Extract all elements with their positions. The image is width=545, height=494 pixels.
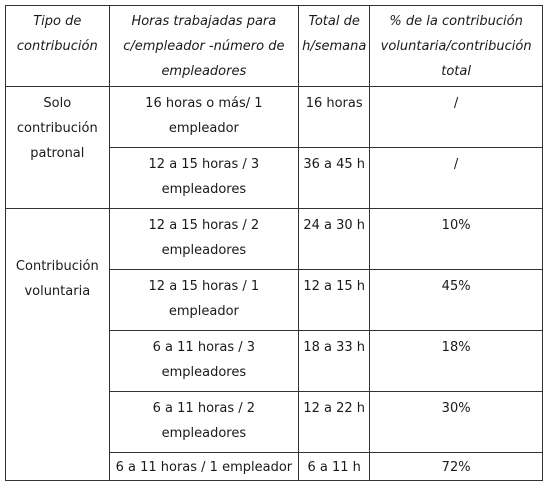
cell-horas: 16 horas o más/ 1 empleador (108, 86, 300, 148)
header-tipo: Tipo de contribución (5, 5, 110, 87)
table-header-row: Tipo de contribución Horas trabajadas pa… (5, 5, 543, 87)
cell-total: 36 a 45 h (298, 147, 371, 209)
cell-porcentaje: 45% (369, 269, 543, 331)
cell-total: 12 a 15 h (298, 269, 371, 331)
cell-horas: 6 a 11 horas / 3 empleadores (108, 330, 300, 392)
cell-horas: 6 a 11 horas / 2 empleadores (108, 391, 300, 453)
cell-total: 16 horas (298, 86, 371, 148)
cell-total: 12 a 22 h (298, 391, 371, 453)
cell-porcentaje: 10% (369, 208, 543, 270)
table-row: Contribución voluntaria 12 a 15 horas / … (5, 208, 543, 481)
cell-total: 24 a 30 h (298, 208, 371, 270)
table-row: Solo contribución patronal 16 horas o má… (5, 86, 543, 209)
header-porcentaje: % de la contribución voluntaria/contribu… (369, 5, 543, 87)
cell-horas: 12 a 15 horas / 2 empleadores (108, 208, 300, 270)
table-row: 12 a 15 horas / 1 empleador 12 a 15 h 45… (6, 269, 543, 331)
cell-horas: 12 a 15 horas / 1 empleador (108, 269, 300, 331)
cell-porcentaje: / (369, 86, 543, 148)
header-total: Total de h/semana (298, 5, 371, 87)
group-label-patronal: Solo contribución patronal (5, 86, 110, 209)
cell-total: 18 a 33 h (298, 330, 371, 392)
table-row: 6 a 11 horas / 2 empleadores 12 a 22 h 3… (6, 391, 543, 453)
cell-porcentaje: 18% (369, 330, 543, 392)
group-label-voluntaria: Contribución voluntaria (5, 208, 110, 481)
cell-porcentaje: / (369, 147, 543, 209)
table-row: 6 a 11 horas / 1 empleador 6 a 11 h 72% (6, 452, 543, 481)
cell-total: 6 a 11 h (298, 452, 371, 481)
contribution-table: Tipo de contribución Horas trabajadas pa… (5, 5, 543, 481)
header-horas: Horas trabajadas para c/empleador -númer… (108, 5, 300, 87)
cell-porcentaje: 72% (369, 452, 543, 481)
cell-horas: 6 a 11 horas / 1 empleador (108, 452, 300, 481)
cell-porcentaje: 30% (369, 391, 543, 453)
cell-horas: 12 a 15 horas / 3 empleadores (108, 147, 300, 209)
table-row: 12 a 15 horas / 3 empleadores 36 a 45 h … (6, 147, 543, 209)
